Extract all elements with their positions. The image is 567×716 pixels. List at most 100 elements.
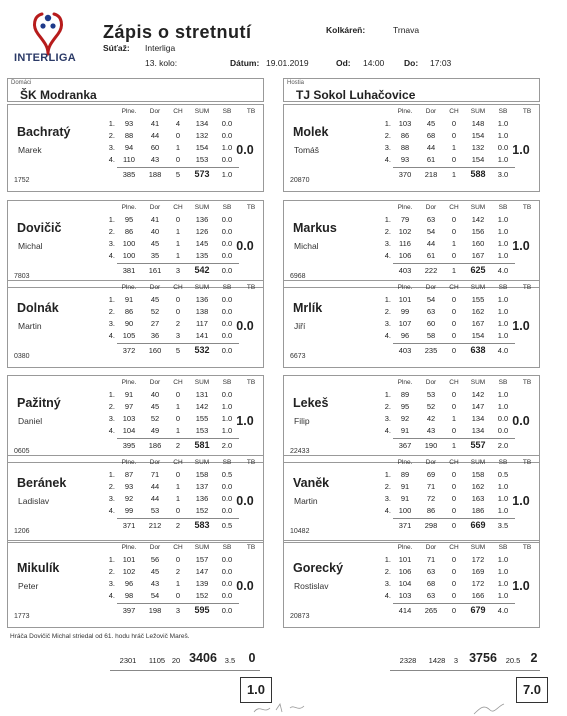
home-player-card: Mikulík Peter 1773 0.0 Plne. Dor CH SUM SB TB 1. 10… (7, 540, 264, 628)
score-cell: 186 (471, 506, 485, 515)
score-cell: 1.0 (497, 251, 509, 260)
total-cell: 0.5 (221, 521, 233, 530)
home-total-tb: 0 (248, 651, 256, 665)
column-header: CH (173, 544, 183, 551)
score-cell: 56 (150, 555, 160, 564)
document-title: Zápis o stretnutí (103, 22, 252, 42)
player-license: 6968 (290, 273, 306, 280)
lane-number: 3. (384, 143, 391, 152)
home-signature (253, 703, 305, 713)
score-cell: 100 (122, 251, 136, 260)
score-cell: 0 (175, 295, 181, 304)
score-cell: 1.0 (497, 227, 509, 236)
total-cell: 235 (424, 346, 438, 355)
home-result-box: 1.0 (240, 677, 272, 703)
away-total-sum: 3756 (469, 651, 497, 665)
score-cell: 102 (122, 567, 136, 576)
total-cell: 222 (424, 266, 438, 275)
score-cell: 0 (451, 426, 457, 435)
score-cell: 92 (124, 494, 134, 503)
score-cell: 1.0 (497, 239, 509, 248)
lane-number: 1. (108, 470, 115, 479)
home-total-plne: 2301 (119, 656, 137, 665)
score-cell: 42 (426, 414, 436, 423)
score-row: 2. 93 44 1 137 0.0 (99, 481, 265, 493)
player-surname: Pažitný (17, 396, 61, 410)
score-cell: 63 (426, 591, 436, 600)
player-total-row: 370 218 1 588 3.0 (375, 169, 541, 181)
away-player-card: Lekeš Filip 22433 0.0 Plne. Dor CH SUM SB TB 1. 89 5… (283, 375, 540, 463)
score-cell: 1 (175, 239, 181, 248)
score-header-row: Plne. Dor CH SUM SB TB (375, 107, 541, 119)
score-cell: 71 (426, 482, 436, 491)
score-cell: 0 (451, 295, 457, 304)
score-row: 2. 106 63 0 169 1.0 (375, 566, 541, 578)
score-header-row: Plne. Dor CH SUM SB TB (375, 378, 541, 390)
score-cell: 0.0 (221, 295, 233, 304)
score-cell: 95 (400, 402, 410, 411)
venue-value: Trnava (393, 25, 420, 35)
score-cell: 0 (175, 155, 181, 164)
column-header: SB (498, 459, 508, 466)
interliga-logo (33, 12, 63, 56)
player-first-name: Martin (294, 496, 318, 506)
score-cell: 134 (471, 426, 485, 435)
score-cell: 0 (175, 307, 181, 316)
column-header: CH (449, 459, 459, 466)
score-cell: 154 (471, 131, 485, 140)
home-team-header: Domáci ŠK Modranka (7, 78, 264, 102)
score-cell: 0 (451, 470, 457, 479)
column-header: Plne. (397, 284, 413, 291)
total-divider (117, 343, 239, 344)
score-cell: 97 (124, 402, 134, 411)
player-first-name: Michal (18, 241, 43, 251)
lane-number: 4. (108, 506, 115, 515)
score-cell: 110 (123, 155, 135, 164)
player-first-name: Ladislav (18, 496, 50, 506)
score-row: 3. 94 60 1 154 1.0 (99, 142, 265, 154)
score-row: 4. 103 63 0 166 1.0 (375, 590, 541, 602)
player-total-sum: 573 (194, 169, 210, 179)
logo-text: INTERLIGA (14, 52, 76, 64)
substitution-note: Hráča Dovičič Michal striedal od 61. hod… (10, 633, 190, 640)
score-row: 3. 96 43 1 139 0.0 (99, 578, 265, 590)
score-cell: 154 (471, 155, 485, 164)
column-header: SUM (470, 459, 486, 466)
total-cell: 198 (148, 606, 162, 615)
lane-number: 2. (108, 567, 115, 576)
lane-number: 4. (384, 591, 391, 600)
home-team-name: ŠK Modranka (20, 88, 97, 102)
column-header: SB (222, 379, 232, 386)
score-cell: 167 (471, 251, 485, 260)
score-cell: 166 (471, 591, 485, 600)
score-cell: 135 (195, 251, 209, 260)
column-header: Plne. (397, 379, 413, 386)
home-total-sb: 3.5 (224, 656, 236, 665)
column-header: SB (498, 284, 508, 291)
score-row: 2. 86 68 0 154 1.0 (375, 130, 541, 142)
score-cell: 0 (451, 227, 457, 236)
column-header: Dor (149, 544, 161, 551)
total-cell: 2 (175, 441, 181, 450)
player-surname: Dolnák (17, 301, 59, 315)
score-row: 4. 100 35 1 135 0.0 (99, 250, 265, 262)
home-player-card: Pažitný Daniel 0605 1.0 Plne. Dor CH SUM SB TB 1. 9… (7, 375, 264, 463)
player-points: 0.0 (236, 494, 254, 508)
score-row: 3. 90 27 2 117 0.0 (99, 318, 265, 330)
lane-number: 1. (108, 555, 115, 564)
column-header: Plne. (397, 544, 413, 551)
total-divider (117, 603, 239, 604)
column-header: Dor (149, 379, 161, 386)
score-header-row: Plne. Dor CH SUM SB TB (99, 203, 265, 215)
score-cell: 96 (400, 331, 410, 340)
score-cell: 44 (150, 131, 160, 140)
score-cell: 142 (195, 402, 209, 411)
total-cell: 403 (398, 266, 412, 275)
player-total-sum: 625 (470, 265, 486, 275)
total-cell: 190 (424, 441, 438, 450)
player-total-sum: 588 (470, 169, 486, 179)
score-row: 1. 95 41 0 136 0.0 (99, 214, 265, 226)
score-row: 3. 103 52 0 155 1.0 (99, 413, 265, 425)
score-cell: 0 (451, 319, 457, 328)
score-cell: 2 (175, 567, 181, 576)
